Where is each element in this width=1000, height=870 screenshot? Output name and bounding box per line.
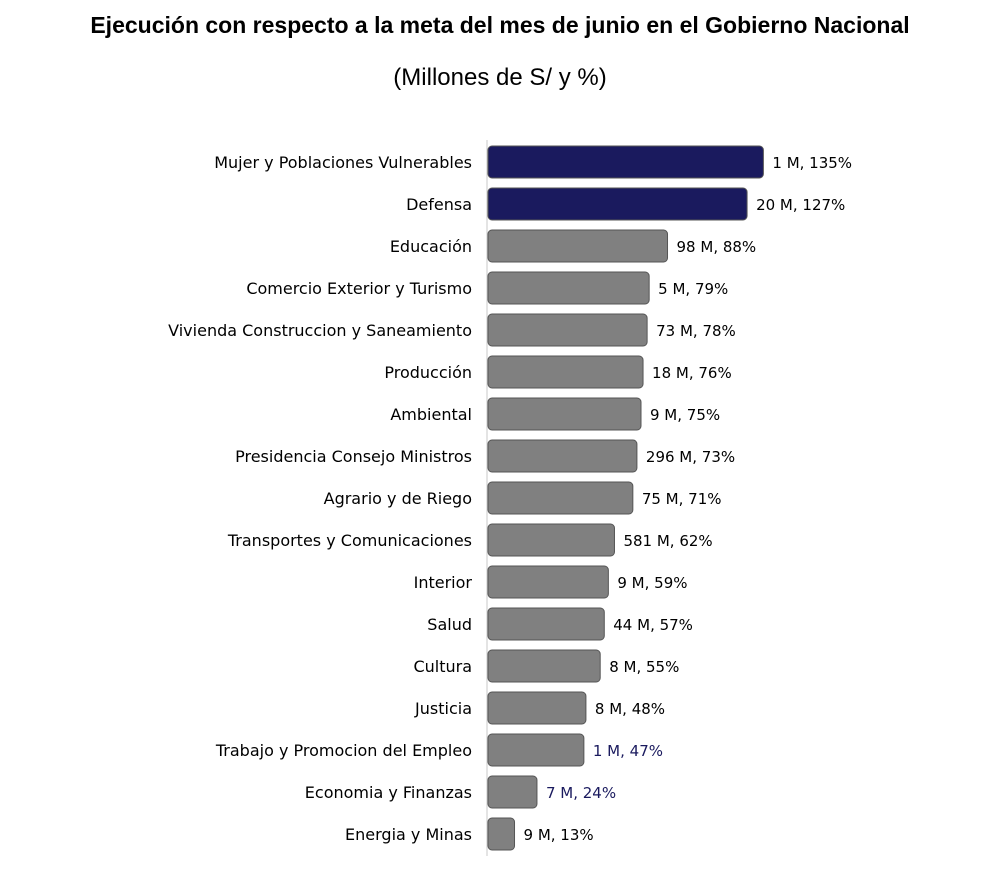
bar bbox=[487, 691, 587, 725]
category-label: Transportes y Comunicaciones bbox=[227, 531, 472, 550]
category-label: Educación bbox=[390, 237, 472, 256]
bar bbox=[487, 145, 764, 179]
data-label: 18 M, 76% bbox=[652, 364, 732, 382]
bar bbox=[487, 397, 642, 431]
bar bbox=[487, 187, 748, 221]
bar bbox=[487, 481, 634, 515]
category-label: Cultura bbox=[413, 657, 472, 676]
bar bbox=[487, 355, 644, 389]
data-label: 7 M, 24% bbox=[546, 784, 616, 802]
category-label: Agrario y de Riego bbox=[324, 489, 472, 508]
data-label: 1 M, 135% bbox=[772, 154, 852, 172]
category-label: Ambiental bbox=[390, 405, 472, 424]
data-label: 9 M, 13% bbox=[524, 826, 594, 844]
bar bbox=[487, 775, 538, 809]
category-label: Mujer y Poblaciones Vulnerables bbox=[214, 153, 472, 172]
chart-title: Ejecución con respecto a la meta del mes… bbox=[90, 12, 910, 38]
category-label: Energia y Minas bbox=[345, 825, 472, 844]
bar bbox=[487, 313, 648, 347]
category-label: Presidencia Consejo Ministros bbox=[235, 447, 472, 466]
category-label: Vivienda Construccion y Saneamiento bbox=[168, 321, 472, 340]
data-label: 75 M, 71% bbox=[642, 490, 722, 508]
data-label: 8 M, 55% bbox=[609, 658, 679, 676]
chart-subtitle: (Millones de S/ y %) bbox=[393, 64, 607, 91]
data-label: 8 M, 48% bbox=[595, 700, 665, 718]
category-label: Defensa bbox=[406, 195, 472, 214]
bar bbox=[487, 439, 638, 473]
bars-group: Mujer y Poblaciones Vulnerables 1 M, 135%… bbox=[168, 145, 852, 851]
bar bbox=[487, 649, 601, 683]
data-label: 98 M, 88% bbox=[677, 238, 757, 256]
bar bbox=[487, 523, 615, 557]
data-label: 5 M, 79% bbox=[658, 280, 728, 298]
data-label: 73 M, 78% bbox=[656, 322, 736, 340]
data-label: 20 M, 127% bbox=[756, 196, 845, 214]
data-label: 296 M, 73% bbox=[646, 448, 735, 466]
bar bbox=[487, 565, 609, 599]
bar bbox=[487, 271, 650, 305]
data-label: 581 M, 62% bbox=[623, 532, 712, 550]
category-label: Comercio Exterior y Turismo bbox=[246, 279, 472, 298]
bar bbox=[487, 607, 605, 641]
category-label: Trabajo y Promocion del Empleo bbox=[215, 741, 472, 760]
category-label: Interior bbox=[414, 573, 473, 592]
bar bbox=[487, 817, 516, 851]
data-label: 44 M, 57% bbox=[613, 616, 693, 634]
category-label: Economia y Finanzas bbox=[305, 783, 472, 802]
data-label: 9 M, 75% bbox=[650, 406, 720, 424]
category-label: Salud bbox=[427, 615, 472, 634]
data-label: 1 M, 47% bbox=[593, 742, 663, 760]
category-label: Producción bbox=[384, 363, 472, 382]
bar bbox=[487, 229, 669, 263]
data-label: 9 M, 59% bbox=[617, 574, 687, 592]
category-label: Justicia bbox=[414, 699, 472, 718]
bar bbox=[487, 733, 585, 767]
